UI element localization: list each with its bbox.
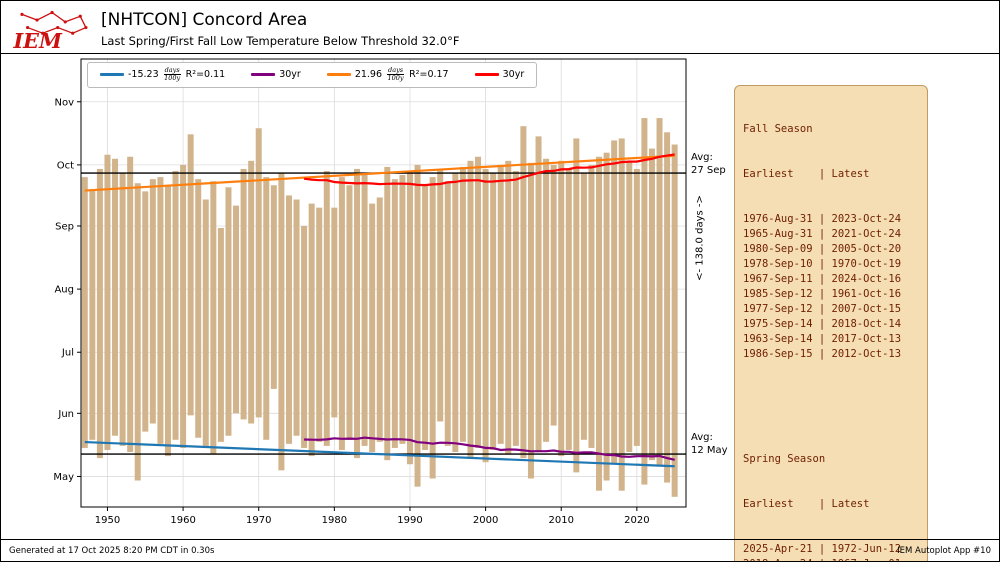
spring-trend-line: [84, 440, 675, 468]
spring-30yr-line: [304, 436, 675, 461]
fall-trend-value: 21.96: [354, 69, 383, 81]
x-tick-label: 1980: [322, 515, 347, 526]
fall-trend-r2: R²=0.17: [409, 69, 449, 81]
season-length-annotation: <- 138.0 days ->: [694, 195, 706, 281]
y-tick-label: Jun: [57, 409, 74, 420]
x-tick-label: 1990: [397, 515, 422, 526]
table-row: 1976-Aug-31 | 2023-Oct-24: [743, 213, 902, 225]
table-row: 1978-Sep-10 | 1970-Oct-19: [743, 258, 902, 270]
table-row: 2025-Apr-21 | 1972-Jun-12: [743, 543, 902, 555]
table-row: 1985-Sep-12 | 1961-Oct-16: [743, 288, 902, 300]
x-tick-label: 1950: [95, 515, 120, 526]
x-tick-label: 1970: [246, 515, 271, 526]
fall-season-rows: 1976-Aug-31 | 2023-Oct-24 1965-Aug-31 | 2…: [743, 212, 919, 362]
app-id-text: IEM Autoplot App #10: [897, 546, 991, 556]
y-tick-label: May: [53, 472, 74, 483]
table-row: 1980-Sep-09 | 2005-Oct-20: [743, 243, 902, 255]
page-subtitle: Last Spring/First Fall Low Temperature B…: [101, 34, 460, 48]
table-row: 1977-Sep-12 | 2007-Oct-15: [743, 303, 902, 315]
table-row: 2018-Apr-24 | 1967-Jun-01: [743, 557, 919, 561]
spring-trend-units: days 100y: [163, 66, 181, 83]
fall-30yr-line: [303, 153, 675, 187]
table-row: 1965-Aug-31 | 2021-Oct-24: [743, 228, 902, 240]
x-tick-label: 2020: [624, 515, 649, 526]
y-tick-label: Oct: [57, 160, 74, 171]
spring-30yr-swatch: [251, 73, 276, 77]
footer-divider: [1, 539, 999, 540]
table-row: 1986-Sep-15 | 2012-Oct-13: [743, 348, 902, 360]
spring-season-columns: Earliest | Latest: [743, 498, 870, 510]
x-tick-label: 2000: [473, 515, 498, 526]
fall-30yr-swatch: [474, 73, 499, 77]
fall-trend-units: days 100y: [387, 66, 405, 83]
iem-logo: IEM: [13, 10, 88, 52]
fall-season-columns: Earliest | Latest: [743, 168, 870, 180]
legend-item-fall-trend: 21.96 days 100y R²=0.17: [326, 66, 449, 83]
spring-30yr-label: 30yr: [279, 69, 301, 81]
spring-trend-r2: R²=0.11: [185, 69, 226, 81]
table-row: 1963-Sep-14 | 2017-Oct-13: [743, 333, 902, 345]
legend: -15.23 days 100y R²=0.11 30yr 21.96 days…: [87, 62, 538, 88]
x-tick-label: 1960: [170, 515, 195, 526]
generated-at-text: Generated at 17 Oct 2025 8:20 PM CDT in …: [9, 546, 215, 556]
axis-labels: May Jun Jul Aug Sep Oct Nov 1950 1960 1970 1980 199…: [53, 97, 649, 526]
fall-season-title: Fall Season: [743, 123, 813, 135]
fall-trend-swatch: [326, 73, 351, 77]
table-row: 1967-Sep-11 | 2024-Oct-16: [743, 273, 902, 285]
y-tick-label: Sep: [55, 221, 74, 232]
legend-item-spring-30yr: 30yr: [251, 69, 301, 80]
y-tick-label: Jul: [61, 348, 74, 359]
svg-text:IEM: IEM: [13, 29, 63, 52]
season-extremes-panel: Fall Season Earliest | Latest 1976-Aug-3…: [734, 85, 928, 561]
header-divider: [1, 53, 999, 54]
legend-item-fall-30yr: 30yr: [474, 69, 525, 81]
spring-trend-value: -15.23: [128, 69, 159, 81]
table-row: 1975-Sep-14 | 2018-Oct-14: [743, 318, 902, 330]
fall-average-annotation: Avg: 27 Sep: [691, 152, 726, 176]
spring-season-title: Spring Season: [743, 453, 826, 465]
x-tick-label: 2010: [548, 515, 573, 526]
y-tick-label: Nov: [54, 97, 74, 108]
page-title: [NHTCON] Concord Area: [101, 10, 308, 30]
spring-trend-swatch: [100, 73, 124, 77]
panel-gap: [743, 392, 919, 422]
legend-item-spring-trend: -15.23 days 100y R²=0.11: [100, 66, 226, 83]
fall-30yr-label: 30yr: [502, 69, 525, 81]
plot-border: [80, 58, 687, 508]
fall-trend-line: [84, 154, 675, 192]
spring-season-rows: 2025-Apr-21 | 1972-Jun-12 2018-Apr-24 | 1…: [743, 542, 919, 561]
spring-average-annotation: Avg: 12 May: [691, 432, 728, 456]
freeze-season-bars: [81, 118, 678, 497]
y-tick-label: Aug: [54, 285, 74, 296]
